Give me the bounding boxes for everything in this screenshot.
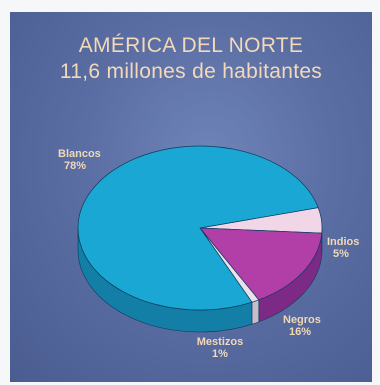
label-indios: Indios <box>327 236 359 248</box>
value-negros: 16% <box>289 326 311 338</box>
value-indios: 5% <box>333 248 349 260</box>
value-blancos: 78% <box>64 160 86 172</box>
chart-subtitle: 11,6 millones de habitantes <box>59 60 323 83</box>
value-mestizos: 1% <box>212 348 228 360</box>
label-mestizos: Mestizos <box>197 336 243 348</box>
chart-title: AMÉRICA DEL NORTE <box>78 34 304 57</box>
pie-side-mestizos <box>251 299 260 325</box>
pie-slice-blancos <box>77 145 319 311</box>
label-blancos: Blancos <box>58 148 101 160</box>
label-negros: Negros <box>283 314 321 326</box>
pie-slice-negros <box>199 227 323 301</box>
